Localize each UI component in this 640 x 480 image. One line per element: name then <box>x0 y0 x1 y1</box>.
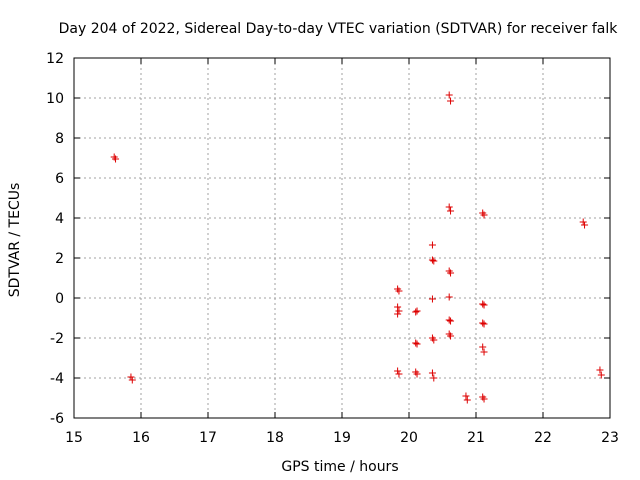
data-point <box>413 340 421 348</box>
data-point <box>430 374 438 382</box>
data-point <box>447 332 455 340</box>
data-point <box>413 307 421 315</box>
data-points <box>110 91 605 404</box>
data-point <box>480 211 488 219</box>
y-tick-label: 10 <box>46 91 64 107</box>
y-tick-label: -6 <box>50 411 64 427</box>
data-point <box>395 307 403 315</box>
data-point <box>413 370 421 378</box>
y-tick-label: 4 <box>55 211 64 227</box>
data-point <box>445 316 453 324</box>
data-point <box>479 300 487 308</box>
x-tick-label: 17 <box>199 430 217 446</box>
y-tick-labels: -6 -4 -2 0 2 4 6 8 10 12 <box>46 51 64 427</box>
data-point <box>479 343 487 351</box>
data-point <box>445 293 453 301</box>
data-point <box>430 257 438 265</box>
data-point <box>596 366 604 374</box>
grid <box>74 58 610 418</box>
y-tick-label: -4 <box>50 371 64 387</box>
data-point <box>127 373 135 381</box>
y-tick-label: 12 <box>46 51 64 67</box>
data-point <box>395 287 403 295</box>
y-tick-label: 2 <box>55 251 64 267</box>
data-point <box>480 320 488 328</box>
data-point <box>447 317 455 325</box>
data-point <box>428 369 436 377</box>
x-tick-label: 23 <box>601 430 619 446</box>
y-tick-label: 6 <box>55 171 64 187</box>
data-point <box>479 319 487 327</box>
x-tick-label: 19 <box>333 430 351 446</box>
data-point <box>428 295 436 303</box>
data-point <box>128 376 136 384</box>
x-tick-label: 22 <box>534 430 552 446</box>
data-point <box>480 301 488 309</box>
data-point <box>394 303 402 311</box>
data-point <box>462 392 470 400</box>
x-tick-label: 21 <box>467 430 485 446</box>
data-point <box>445 91 453 99</box>
x-tick-label: 15 <box>65 430 83 446</box>
data-point <box>463 396 471 404</box>
data-point <box>412 339 420 347</box>
x-tick-label: 20 <box>400 430 418 446</box>
data-point <box>395 370 403 378</box>
data-point <box>394 367 402 375</box>
data-point <box>447 269 455 277</box>
data-point <box>447 97 455 105</box>
axis-ticks <box>73 57 611 419</box>
data-point <box>597 371 605 379</box>
y-axis-label: SDTVAR / TECUs <box>7 183 23 298</box>
data-point <box>428 241 436 249</box>
data-point <box>412 308 420 316</box>
data-point <box>430 336 438 344</box>
y-tick-label: 0 <box>55 291 64 307</box>
x-tick-labels: 15 16 17 18 19 20 21 22 23 <box>65 430 619 446</box>
x-tick-label: 18 <box>266 430 284 446</box>
y-tick-label: -2 <box>50 331 64 347</box>
data-point <box>445 203 453 211</box>
data-point <box>581 221 589 229</box>
chart-title: Day 204 of 2022, Sidereal Day-to-day VTE… <box>59 21 619 37</box>
data-point <box>480 348 488 356</box>
data-point <box>447 207 455 215</box>
data-point <box>480 395 488 403</box>
data-point <box>579 218 587 226</box>
data-point <box>112 155 120 163</box>
x-tick-label: 16 <box>132 430 150 446</box>
data-point <box>428 256 436 264</box>
data-point <box>394 310 402 318</box>
y-tick-label: 8 <box>55 131 64 147</box>
x-axis-label: GPS time / hours <box>281 459 398 475</box>
